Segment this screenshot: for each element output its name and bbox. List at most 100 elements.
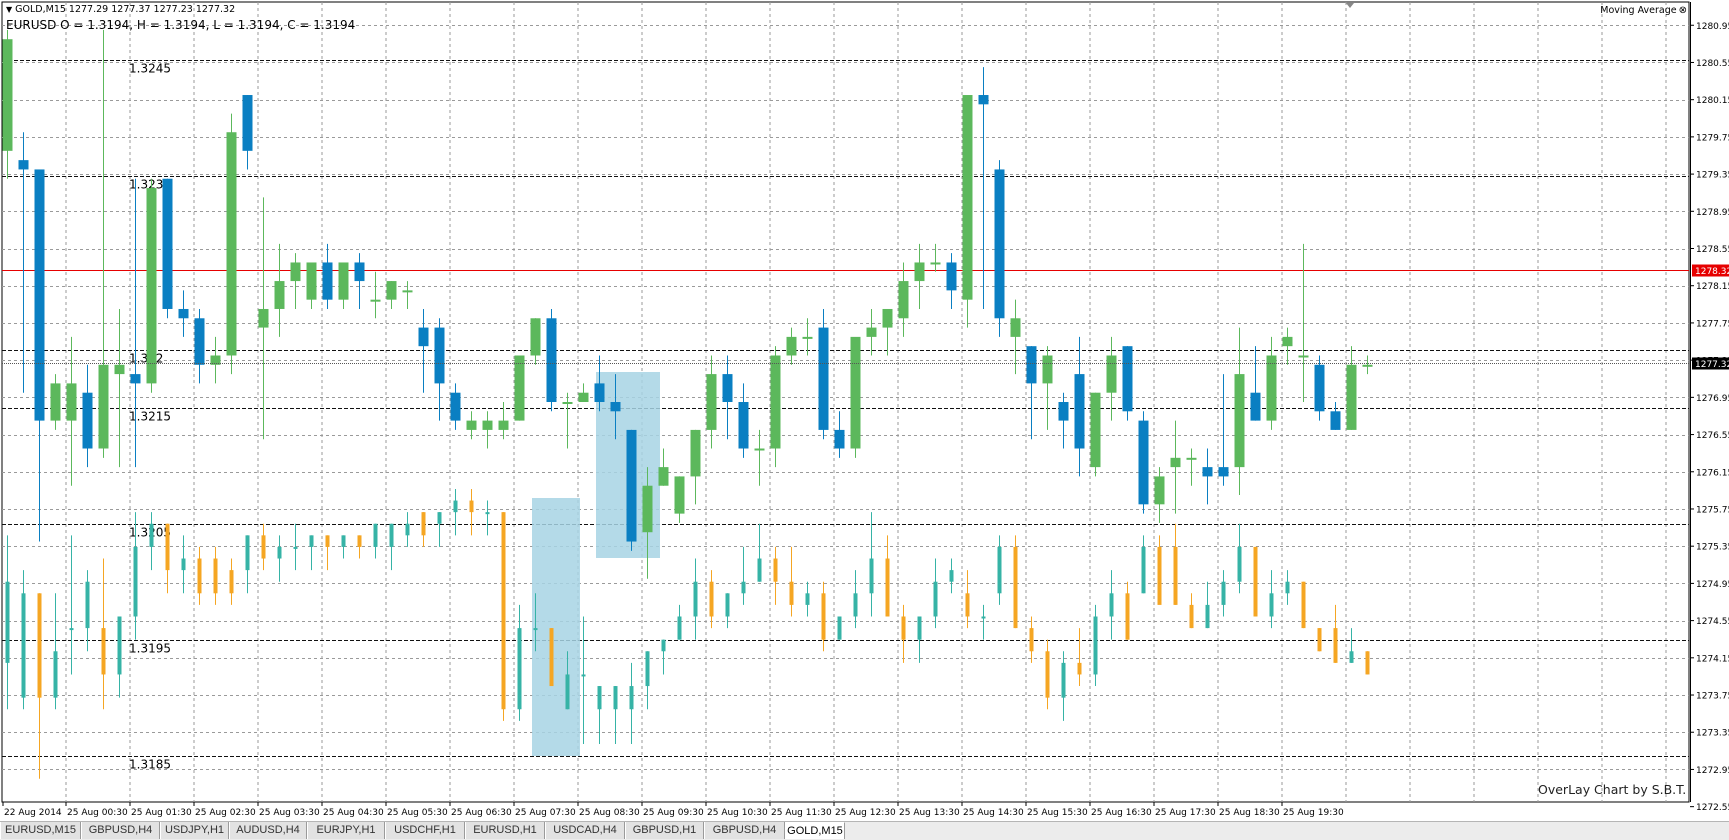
candle-body [1154,476,1165,505]
close-indicator-icon[interactable]: ⊗ [1678,5,1687,16]
tab-gbpusd-h4[interactable]: GBPUSD,H4 [81,822,160,839]
price-axis-label: 1276.15 [1696,468,1729,478]
collapse-triangle-icon[interactable]: ▼ [6,5,13,14]
price-axis-label: 1280.95 [1696,22,1729,32]
candle-body [5,581,10,663]
candle-body [421,512,426,536]
time-axis-label: 25 Aug 15:30 [1027,808,1088,818]
time-axis-label: 25 Aug 09:30 [643,808,704,818]
candle-body [114,364,125,375]
time-axis-label: 25 Aug 13:30 [899,808,960,818]
candle-body [869,558,874,594]
chart-shift-marker-icon [1346,3,1354,8]
candle-body [181,558,186,571]
candle-body [453,500,458,513]
candle-body [1186,457,1197,460]
tab-usdchf-h1[interactable]: USDCHF,H1 [385,822,465,839]
candle-body [517,628,522,710]
candle-body [1042,355,1053,384]
candle-body [645,651,650,687]
time-axis-label: 25 Aug 14:30 [963,808,1024,818]
candle-body [1205,604,1210,629]
price-axis-label: 1272.95 [1696,766,1729,776]
tab-eurjpy-h1[interactable]: EURJPY,H1 [307,822,385,839]
candle-body [994,169,1005,319]
candle-body [1170,457,1181,468]
price-axis-label: 1273.35 [1696,729,1729,739]
candle-body [226,132,237,356]
candle-body [1138,420,1149,505]
candle-body [98,364,109,449]
tab-eurusd-h1[interactable]: EURUSD,H1 [465,822,545,839]
candle-body [757,558,762,582]
candle-body [949,570,954,582]
candle-body [322,262,333,300]
candle-body [1218,467,1229,477]
candle-body [1026,346,1037,384]
plot-frame [1,1,1690,803]
candle-body [245,535,250,571]
tab-gbpusd-h4[interactable]: GBPUSD,H4 [704,822,785,839]
candlestick-chart[interactable]: 1.32451.32351.3221.32151.32051.31951.318… [0,0,1729,821]
candle-body [261,535,266,559]
candle-body [1314,364,1325,412]
candle-body [450,392,461,421]
candle-body [690,429,701,477]
candle-body [1013,546,1018,629]
candle-body [1362,364,1373,367]
candle-body [898,281,909,319]
candle-body [370,299,381,302]
candle-body [962,95,973,300]
candle-body [82,392,93,449]
time-axis-label: 25 Aug 05:30 [387,808,448,818]
candle-body [850,336,861,449]
candle-body [754,448,765,451]
candle-body [194,318,205,365]
tab-gbpusd-h1[interactable]: GBPUSD,H1 [625,822,704,839]
tab-eurusd-m15[interactable]: EURUSD,M15 [0,822,81,839]
candle-body [706,374,717,430]
chart-area[interactable]: 1.32451.32351.3221.32151.32051.31951.318… [0,0,1729,821]
candle-body [2,39,13,151]
candle-body [901,616,906,640]
time-axis-label: 25 Aug 01:30 [131,808,192,818]
candle-body [133,546,138,617]
candle-body [325,535,330,547]
tab-usdjpy-h1[interactable]: USDJPY,H1 [160,822,229,839]
bid-price-box [1692,264,1729,277]
candle-body [773,558,778,582]
candle-body [530,318,541,356]
tab-audusd-h4[interactable]: AUDUSD,H4 [229,822,307,839]
candle-body [1189,604,1194,629]
candle-body [930,262,941,265]
candle-body [1061,662,1066,698]
candle-body [837,616,842,640]
overlay-level-label: 1.3195 [129,642,171,656]
price-axis-label: 1277.75 [1696,319,1729,329]
tab-usdcad-h4[interactable]: USDCAD,H4 [545,822,625,839]
tab-gold-m15[interactable]: GOLD,M15 [785,822,845,839]
indicator-label[interactable]: Moving Average ⊗ [1600,5,1687,16]
candle-body [1253,546,1258,617]
highlight-box [532,498,580,756]
time-axis-label: 25 Aug 11:30 [771,808,832,818]
symbol-quote: GOLD,M15 1277.29 1277.37 1277.23 1277.32 [15,4,236,15]
candle-body [1122,346,1133,412]
candle-body [1202,467,1213,477]
candle-body [549,628,554,687]
time-axis-label: 25 Aug 17:30 [1155,808,1216,818]
last-price-box [1692,357,1729,370]
candle-body [981,616,986,619]
candle-body [997,546,1002,594]
candle-body [1106,355,1117,393]
candle-body [1077,662,1082,675]
candle-body [386,281,397,300]
price-axis-label: 1280.15 [1696,96,1729,106]
candle-body [1301,581,1306,629]
candle-body [1173,546,1178,605]
price-axis-label: 1275.35 [1696,543,1729,553]
candle-body [50,383,61,421]
watermark: OverLay Chart by S.B.T. [1538,782,1687,797]
candle-body [242,95,253,151]
price-axis-label: 1280.55 [1696,59,1729,69]
